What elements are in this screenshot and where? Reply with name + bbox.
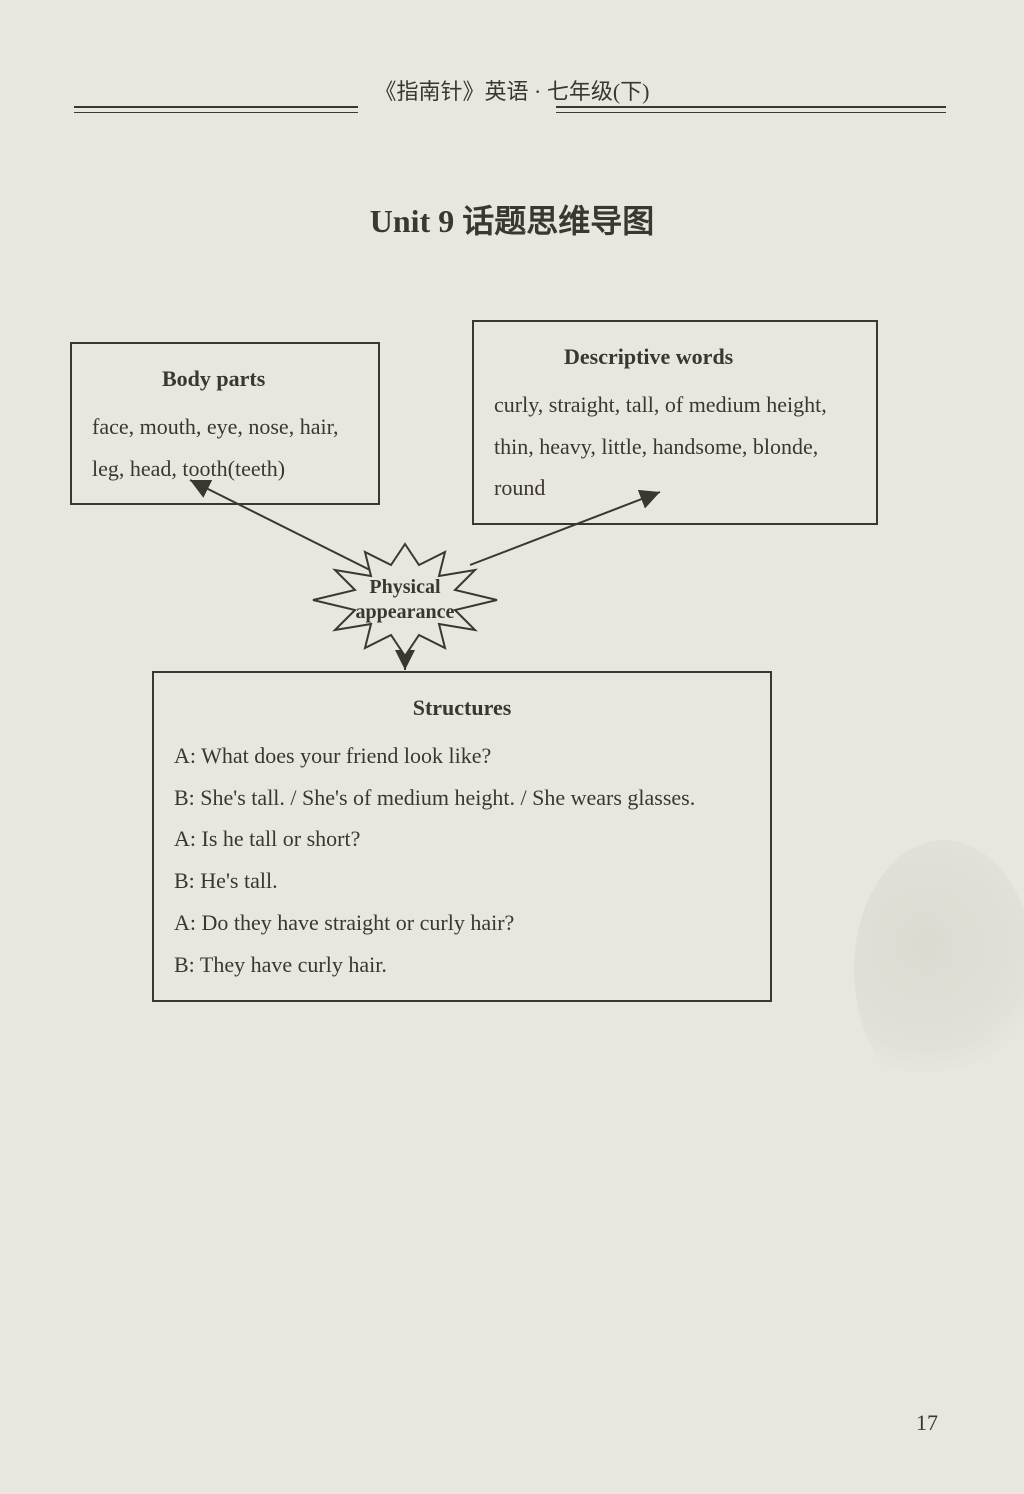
unit-title: Unit 9 话题思维导图 xyxy=(0,196,1024,242)
header-rule xyxy=(556,106,946,108)
page-number: 17 xyxy=(916,1410,938,1436)
body-parts-title: Body parts xyxy=(92,358,358,400)
central-label: Physical appearance xyxy=(313,540,497,660)
running-head: 《指南针》英语 · 七年级(下) xyxy=(0,74,1024,106)
running-head-text: 《指南针》英语 · 七年级(下) xyxy=(375,79,650,104)
body-parts-box: Body parts face, mouth, eye, nose, hair,… xyxy=(70,342,380,505)
structures-line: B: They have curly hair. xyxy=(174,944,750,986)
descriptive-line: round xyxy=(494,467,856,509)
body-parts-line: leg, head, tooth(teeth) xyxy=(92,448,358,490)
structures-box: Structures A: What does your friend look… xyxy=(152,671,772,1002)
descriptive-words-title: Descriptive words xyxy=(494,336,856,378)
structures-line: B: He's tall. xyxy=(174,860,750,902)
central-line1: Physical xyxy=(369,576,440,598)
structures-line: A: Do they have straight or curly hair? xyxy=(174,902,750,944)
structures-title: Structures xyxy=(174,687,750,729)
descriptive-words-box: Descriptive words curly, straight, tall,… xyxy=(472,320,878,525)
central-starburst: Physical appearance xyxy=(313,540,497,660)
body-parts-line: face, mouth, eye, nose, hair, xyxy=(92,406,358,448)
descriptive-line: thin, heavy, little, handsome, blonde, xyxy=(494,426,856,468)
header-rule xyxy=(74,106,358,108)
header-rule xyxy=(74,112,358,113)
structures-line: A: Is he tall or short? xyxy=(174,818,750,860)
central-line2: appearance xyxy=(356,601,455,623)
structures-line: A: What does your friend look like? xyxy=(174,735,750,777)
paper-stain xyxy=(854,840,1024,1100)
page: 《指南针》英语 · 七年级(下) Unit 9 话题思维导图 Body part… xyxy=(0,0,1024,1494)
structures-line: B: She's tall. / She's of medium height.… xyxy=(174,777,750,819)
header-rule xyxy=(556,112,946,113)
descriptive-line: curly, straight, tall, of medium height, xyxy=(494,384,856,426)
